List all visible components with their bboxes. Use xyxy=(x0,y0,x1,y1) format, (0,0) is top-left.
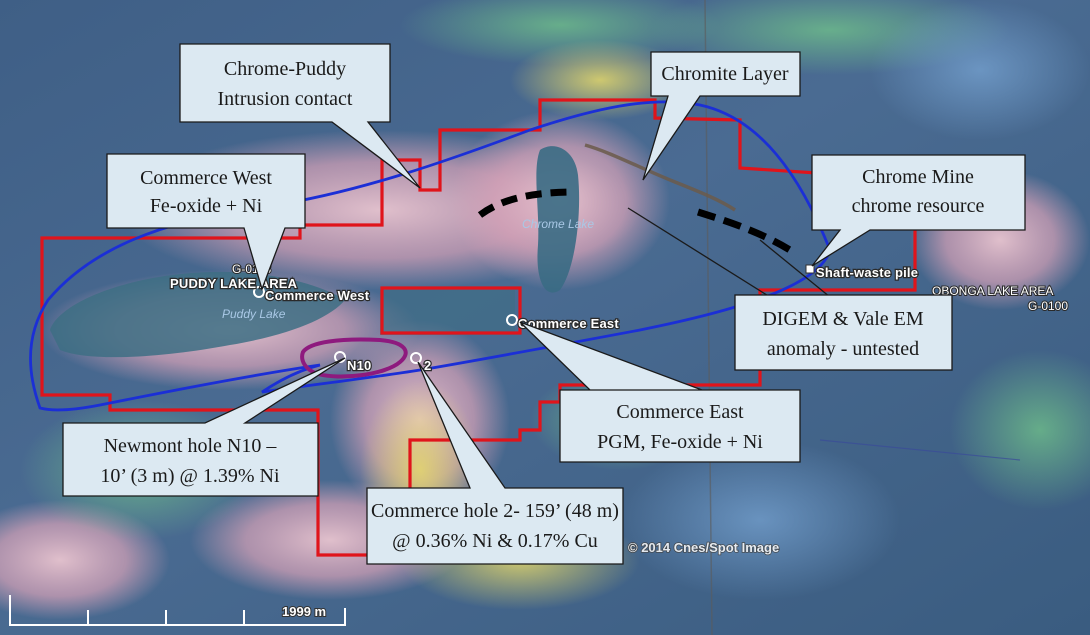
n10-outline xyxy=(300,337,408,379)
callout-commerce-west-line2: Fe-oxide + Ni xyxy=(150,195,263,217)
callout-chrome-puddy[interactable]: Chrome-Puddy Intrusion contact xyxy=(179,43,421,189)
label-shaft-waste-pile: Shaft-waste pile xyxy=(816,265,918,280)
label-g0100: G-0100 xyxy=(1028,299,1068,313)
em-anomaly-west xyxy=(477,188,576,218)
label-obonga-lake-area: OBONGA LAKE AREA xyxy=(932,284,1053,298)
label-chrome-lake: Chrome Lake xyxy=(522,217,594,231)
label-n10: N10 xyxy=(347,358,371,373)
callout-chromite-layer-line1: Chromite Layer xyxy=(661,63,789,85)
label-commerce-west: Commerce West xyxy=(265,288,370,303)
commerce-east-marker[interactable] xyxy=(506,314,518,326)
callout-newmont-line1: Newmont hole N10 – xyxy=(104,435,278,457)
lakes xyxy=(50,146,580,358)
map-markers xyxy=(253,264,815,364)
hole2-marker[interactable] xyxy=(410,352,422,364)
callout-commerce-west[interactable]: Commerce West Fe-oxide + Ni xyxy=(106,153,306,292)
callout-commerce-hole2[interactable]: Commerce hole 2- 159’ (48 m) @ 0.36% Ni … xyxy=(366,361,624,565)
callout-digem-line2: anomaly - untested xyxy=(767,338,919,360)
callout-digem[interactable]: DIGEM & Vale EM anomaly - untested xyxy=(627,207,953,371)
callout-chrome-mine-line1: Chrome Mine xyxy=(862,166,974,188)
commerce-west-marker[interactable] xyxy=(253,286,265,298)
scale-bar: 1999 m xyxy=(9,595,346,626)
callout-newmont-line2: 10’ (3 m) @ 1.39% Ni xyxy=(100,465,280,487)
label-hole2: 2 xyxy=(424,358,431,373)
callout-commerce-east-line2: PGM, Fe-oxide + Ni xyxy=(597,431,763,453)
imagery-copyright: © 2014 Cnes/Spot Image xyxy=(628,540,779,555)
callout-newmont[interactable]: Newmont hole N10 – 10’ (3 m) @ 1.39% Ni xyxy=(62,357,346,497)
callout-commerce-west-line1: Commerce West xyxy=(140,167,272,189)
callout-commerce-hole2-line1: Commerce hole 2- 159’ (48 m) xyxy=(371,500,619,522)
callout-chromite-layer[interactable]: Chromite Layer xyxy=(642,51,801,181)
callout-chrome-puddy-line2: Intrusion contact xyxy=(218,88,353,110)
label-puddy-lake: Puddy Lake xyxy=(222,307,286,321)
callout-chrome-mine-line2: chrome resource xyxy=(852,195,985,217)
em-anomaly-east xyxy=(696,208,792,254)
chromite-layer-trace xyxy=(584,143,736,212)
label-commerce-east: Commerce East xyxy=(518,316,619,331)
scale-label: 1999 m xyxy=(282,604,326,619)
survey-line xyxy=(819,439,1021,461)
callout-commerce-east-line1: Commerce East xyxy=(616,401,744,423)
callout-chrome-puddy-line1: Chrome-Puddy xyxy=(224,58,346,80)
callout-commerce-east[interactable]: Commerce East PGM, Fe-oxide + Ni xyxy=(519,321,801,463)
callout-digem-line1: DIGEM & Vale EM xyxy=(762,308,923,330)
callout-chrome-mine[interactable]: Chrome Mine chrome resource xyxy=(811,154,1026,267)
shaft-marker[interactable] xyxy=(805,264,815,274)
callout-commerce-hole2-line2: @ 0.36% Ni & 0.17% Cu xyxy=(392,530,598,552)
